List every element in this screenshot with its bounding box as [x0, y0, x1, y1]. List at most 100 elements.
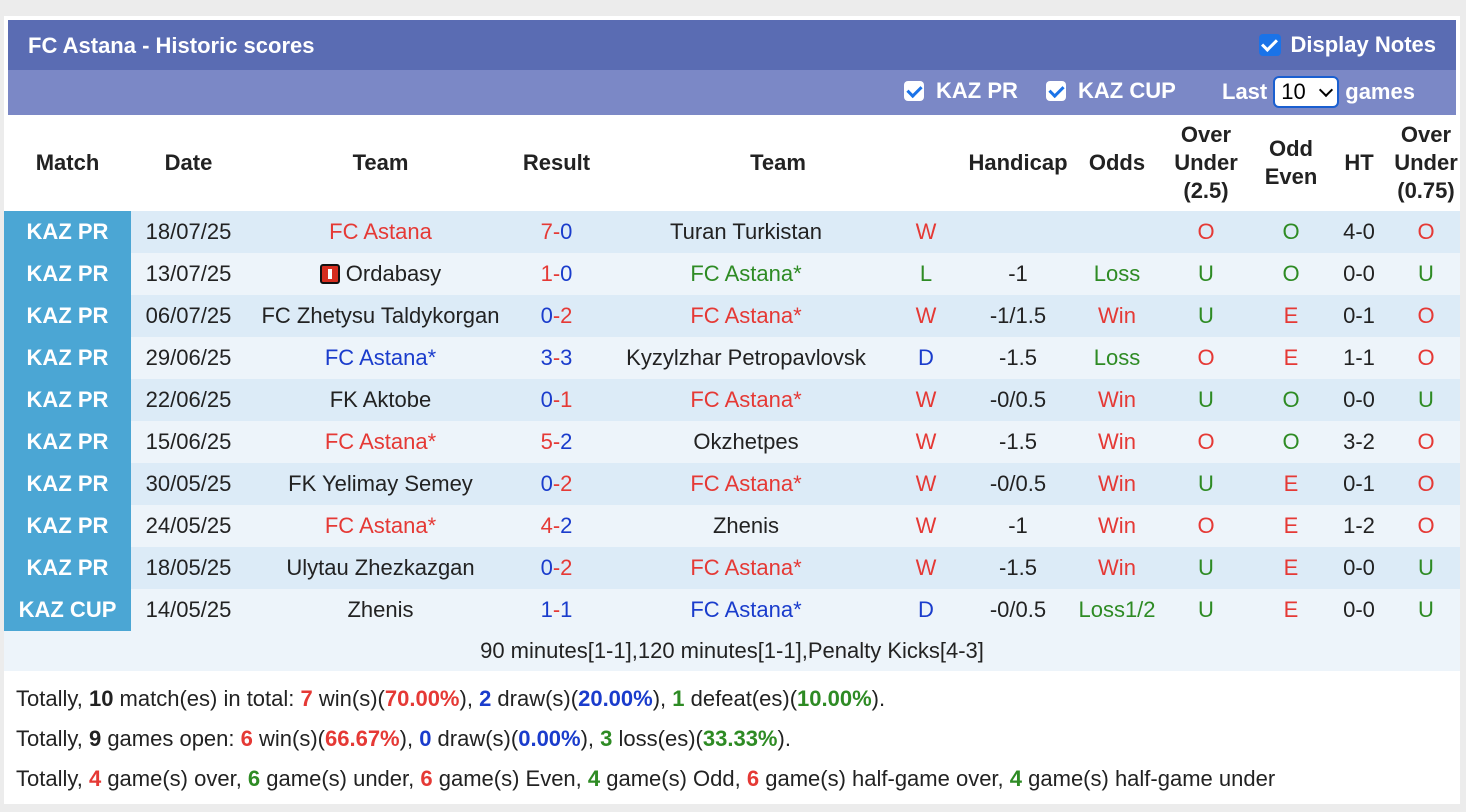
games-label: games: [1345, 79, 1415, 104]
away-team-link[interactable]: FC Astana: [690, 303, 801, 328]
odds-result: Win: [1078, 421, 1156, 463]
away-score: 2: [560, 555, 573, 580]
home-team-link[interactable]: Ordabasy: [345, 261, 442, 286]
match-date: 24/05/25: [131, 505, 246, 547]
away-team-link[interactable]: FC Astana: [690, 471, 801, 496]
match-result: 0-2: [515, 463, 598, 505]
home-score: 5: [540, 429, 553, 454]
summary-text: ),: [580, 726, 601, 751]
home-team-link[interactable]: FC Astana: [325, 429, 436, 454]
display-notes-toggle[interactable]: Display Notes: [1258, 32, 1436, 58]
home-team-link[interactable]: FC Astana: [325, 513, 436, 538]
table-row[interactable]: KAZ PR 06/07/25 FC Zhetysu Taldykorgan 0-2 F…: [4, 295, 1460, 337]
odd-even: O: [1256, 253, 1326, 295]
league-badge: KAZ PR: [4, 505, 131, 547]
summary-losses: 3: [600, 726, 613, 751]
away-team-link[interactable]: FC Astana: [690, 261, 801, 286]
col-team-home: Team: [352, 150, 409, 175]
odds-result: Win: [1078, 463, 1156, 505]
home-score: 4: [540, 513, 553, 538]
summary-results: Totally, 10 match(es) in total: 7 win(s)…: [16, 686, 885, 712]
home-team-link[interactable]: FC Zhetysu Taldykorgan: [261, 303, 500, 328]
kaz-pr-filter[interactable]: KAZ PR: [904, 78, 1018, 104]
over-under-075: O: [1392, 211, 1460, 253]
handicap: -1.5: [958, 421, 1078, 463]
home-score: 1: [540, 261, 553, 286]
handicap: -1.5: [958, 337, 1078, 379]
odd-even: E: [1256, 337, 1326, 379]
summary-text: Totally,: [16, 726, 89, 751]
home-team-link[interactable]: FC Astana: [325, 345, 436, 370]
summary-draws: 2: [479, 686, 492, 711]
over-under-075: U: [1392, 253, 1460, 295]
away-team-link[interactable]: Okzhetpes: [693, 429, 799, 454]
table-header-row: Match Date Team Result Team Handicap Odds Over …: [4, 115, 1460, 211]
kaz-pr-checkbox[interactable]: [904, 81, 924, 101]
home-team-wrap: FC Astana: [325, 513, 436, 538]
home-team: Zhenis: [246, 589, 515, 631]
summary-text: Totally,: [16, 686, 89, 711]
odd-even: O: [1256, 211, 1326, 253]
away-team-link[interactable]: Turan Turkistan: [669, 219, 823, 244]
home-team-link[interactable]: Ulytau Zhezkazgan: [286, 555, 475, 580]
home-team: FK Aktobe: [246, 379, 515, 421]
kaz-cup-filter[interactable]: KAZ CUP: [1046, 78, 1176, 104]
handicap: -1: [958, 505, 1078, 547]
chevron-down-icon: [1319, 82, 1334, 97]
summary-under: 6: [247, 766, 261, 791]
handicap: -0/0.5: [958, 379, 1078, 421]
games-count-select[interactable]: 10: [1273, 76, 1340, 108]
summary-text: ),: [459, 686, 480, 711]
odds-result: Win: [1078, 547, 1156, 589]
half-time: 0-0: [1326, 547, 1392, 589]
score: 0-2: [541, 471, 573, 496]
home-team-link[interactable]: FK Aktobe: [329, 387, 432, 412]
away-team-link[interactable]: FC Astana: [690, 597, 801, 622]
table-row[interactable]: KAZ PR 30/05/25 FK Yelimay Semey 0-2 FC Asta…: [4, 463, 1460, 505]
odd-even: E: [1256, 589, 1326, 631]
table-row[interactable]: KAZ PR 18/05/25 Ulytau Zhezkazgan 0-2 FC Ast…: [4, 547, 1460, 589]
score: 7-0: [541, 219, 573, 244]
col-over-under: Over Under (2.5): [1174, 122, 1238, 203]
over-under: U: [1156, 589, 1256, 631]
score: 0-2: [541, 303, 573, 328]
win-loss: W: [894, 547, 958, 589]
display-notes-checkbox[interactable]: [1258, 34, 1281, 56]
home-team-link[interactable]: Zhenis: [347, 597, 414, 622]
home-team-link[interactable]: FC Astana: [329, 219, 432, 244]
away-score: 1: [560, 597, 573, 622]
score-dash: -: [552, 555, 561, 580]
home-team: FC Astana: [246, 337, 515, 379]
home-team-wrap: FC Astana: [325, 429, 436, 454]
away-team-link[interactable]: Kyzylzhar Petropavlovsk: [626, 345, 866, 370]
summary-win-pct: 66.67%: [325, 726, 400, 751]
table-row[interactable]: KAZ PR 18/07/25 FC Astana 7-0 Turan Turkista…: [4, 211, 1460, 253]
odds-result: Win: [1078, 379, 1156, 421]
away-team-link[interactable]: FC Astana: [690, 387, 801, 412]
kaz-cup-checkbox[interactable]: [1046, 81, 1066, 101]
summary-text: draw(s)(: [491, 686, 579, 711]
half-time: 0-1: [1326, 463, 1392, 505]
home-team-link[interactable]: FK Yelimay Semey: [288, 471, 473, 496]
historic-scores-panel: FC Astana - Historic scores Display Note…: [4, 16, 1460, 804]
home-team: FC Astana: [246, 211, 515, 253]
away-team-link[interactable]: FC Astana: [690, 555, 801, 580]
odd-even: E: [1256, 295, 1326, 337]
league-badge: KAZ PR: [4, 253, 131, 295]
odds-result: Win: [1078, 295, 1156, 337]
summary-text: Totally,: [16, 766, 89, 791]
over-under: U: [1156, 463, 1256, 505]
score: 5-2: [541, 429, 573, 454]
col-ht: HT: [1344, 150, 1374, 175]
home-team-wrap: FC Astana: [325, 345, 436, 370]
home-team: Ulytau Zhezkazgan: [246, 547, 515, 589]
league-badge: KAZ PR: [4, 547, 131, 589]
over-under: O: [1156, 505, 1256, 547]
away-team-link[interactable]: Zhenis: [712, 513, 780, 538]
